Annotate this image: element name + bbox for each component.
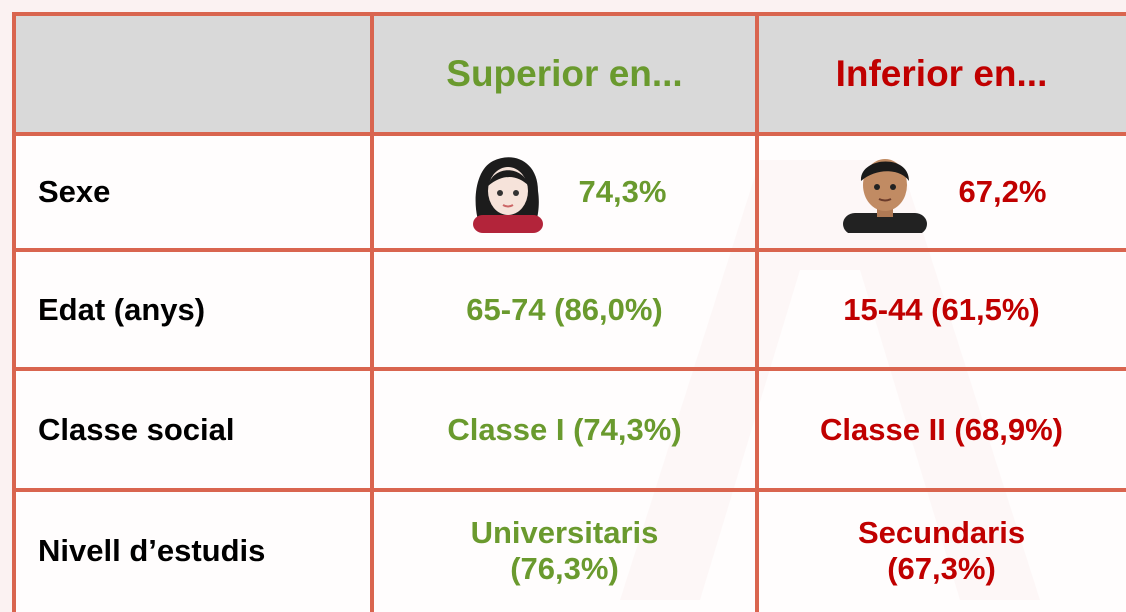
- value-cell: Classe II (68,9%): [757, 369, 1126, 490]
- row-label: Nivell d’estudis: [14, 490, 372, 612]
- page: {"table":{"header":["","Superior en...",…: [0, 0, 1126, 612]
- border: [12, 367, 1126, 371]
- header-cell: Superior en...: [372, 14, 757, 134]
- value-cell: Classe I (74,3%): [372, 369, 757, 490]
- value-text: (67,3%): [887, 551, 996, 587]
- row-label: Sexe: [14, 134, 372, 250]
- value-text: Classe I (74,3%): [447, 412, 681, 448]
- value-text: Universitaris: [471, 515, 659, 551]
- row-label-text: Sexe: [38, 174, 110, 210]
- value-cell: 74,3%: [372, 134, 757, 250]
- value-cell: Universitaris(76,3%): [372, 490, 757, 612]
- value-cell: 15-44 (61,5%): [757, 250, 1126, 369]
- value-text: Secundaris: [858, 515, 1025, 551]
- border: [12, 12, 1126, 16]
- value-text: 74,3%: [579, 174, 667, 210]
- border: [370, 12, 374, 612]
- value-text: 15-44 (61,5%): [843, 292, 1039, 328]
- value-cell: 67,2%: [757, 134, 1126, 250]
- border: [12, 132, 1126, 136]
- row-label-text: Classe social: [38, 412, 234, 448]
- value-text: 65-74 (86,0%): [466, 292, 662, 328]
- female-icon: [463, 151, 553, 233]
- border: [12, 248, 1126, 252]
- border: [12, 488, 1126, 492]
- row-label-text: Edat (anys): [38, 292, 205, 328]
- border: [12, 12, 16, 612]
- header-cell: Inferior en...: [757, 14, 1126, 134]
- male-icon: [837, 151, 933, 233]
- value-cell: 65-74 (86,0%): [372, 250, 757, 369]
- value-text: (76,3%): [510, 551, 619, 587]
- header-cell: [14, 14, 372, 134]
- value-text: 67,2%: [959, 174, 1047, 210]
- value-cell: Secundaris(67,3%): [757, 490, 1126, 612]
- row-label: Classe social: [14, 369, 372, 490]
- header-text: Superior en...: [446, 53, 682, 95]
- header-text: Inferior en...: [836, 53, 1048, 95]
- row-label-text: Nivell d’estudis: [38, 533, 265, 569]
- value-text: Classe II (68,9%): [820, 412, 1063, 448]
- row-label: Edat (anys): [14, 250, 372, 369]
- border: [755, 12, 759, 612]
